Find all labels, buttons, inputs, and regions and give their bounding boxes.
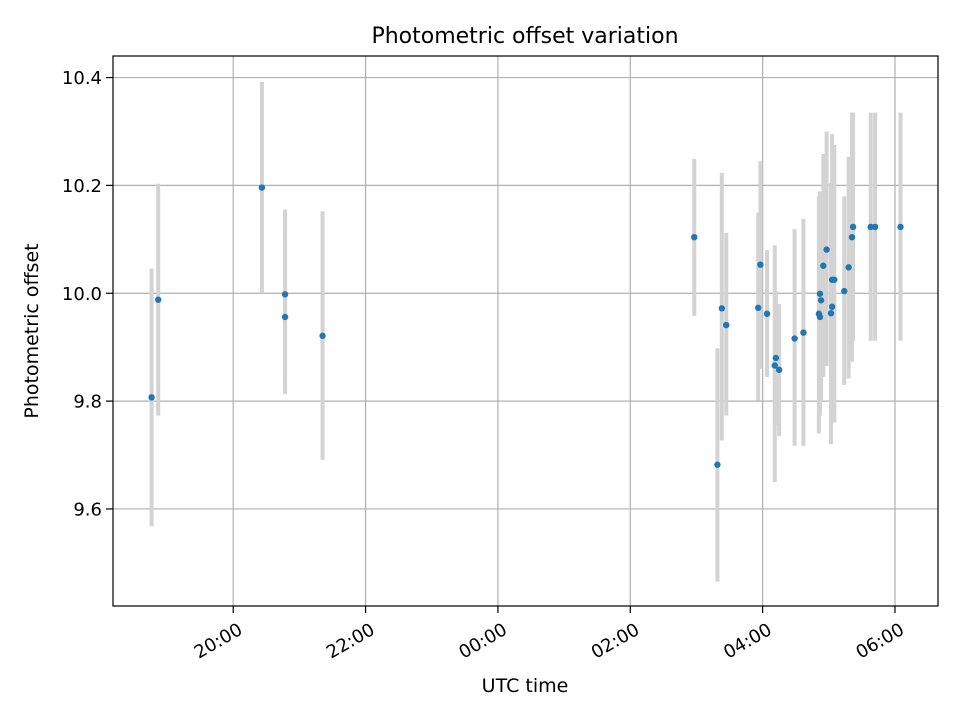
- y-tick-label: 10.2: [62, 176, 102, 197]
- data-point: [723, 321, 730, 329]
- data-point: [831, 276, 838, 283]
- data-point: [757, 261, 764, 268]
- data-point: [828, 303, 836, 310]
- data-point: [848, 233, 856, 241]
- data-point: [871, 223, 879, 231]
- data-point: [281, 291, 289, 298]
- x-axis-label: UTC time: [482, 675, 569, 697]
- data-point: [155, 296, 162, 303]
- grid: [113, 56, 938, 606]
- y-tick-label: 9.8: [73, 392, 102, 413]
- y-tick-label: 10.4: [62, 68, 102, 89]
- data-point: [281, 313, 289, 321]
- data-point: [755, 304, 762, 312]
- data-point: [897, 223, 904, 231]
- y-tick-label: 10.0: [62, 284, 102, 305]
- data-point: [849, 223, 857, 231]
- data-point: [148, 394, 155, 401]
- y-axis-ticks: 9.6 9.8 10.0 10.2 10.4: [62, 68, 113, 520]
- chart-title: Photometric offset variation: [371, 24, 678, 49]
- data-point: [867, 223, 874, 231]
- data-point: [775, 366, 783, 374]
- data-point: [817, 297, 825, 304]
- data-point: [714, 461, 721, 468]
- data-point: [841, 287, 848, 295]
- data-point: [772, 354, 780, 362]
- data-point: [845, 264, 852, 271]
- y-axis-label: Photometric offset: [21, 243, 43, 418]
- plot-frame: [112, 55, 939, 607]
- data-point: [820, 262, 827, 269]
- data-point: [816, 290, 824, 297]
- data-point: [319, 332, 326, 340]
- data-point: [691, 233, 698, 241]
- y-tick-label: 9.6: [73, 499, 102, 520]
- data-point: [718, 305, 726, 312]
- data-point: [800, 329, 807, 336]
- data-points: [148, 184, 904, 468]
- data-point: [258, 184, 266, 191]
- data-point: [827, 310, 835, 317]
- data-point: [816, 313, 824, 321]
- data-point: [791, 335, 798, 342]
- data-point: [771, 362, 778, 369]
- data-point: [823, 246, 830, 253]
- data-point: [763, 310, 771, 317]
